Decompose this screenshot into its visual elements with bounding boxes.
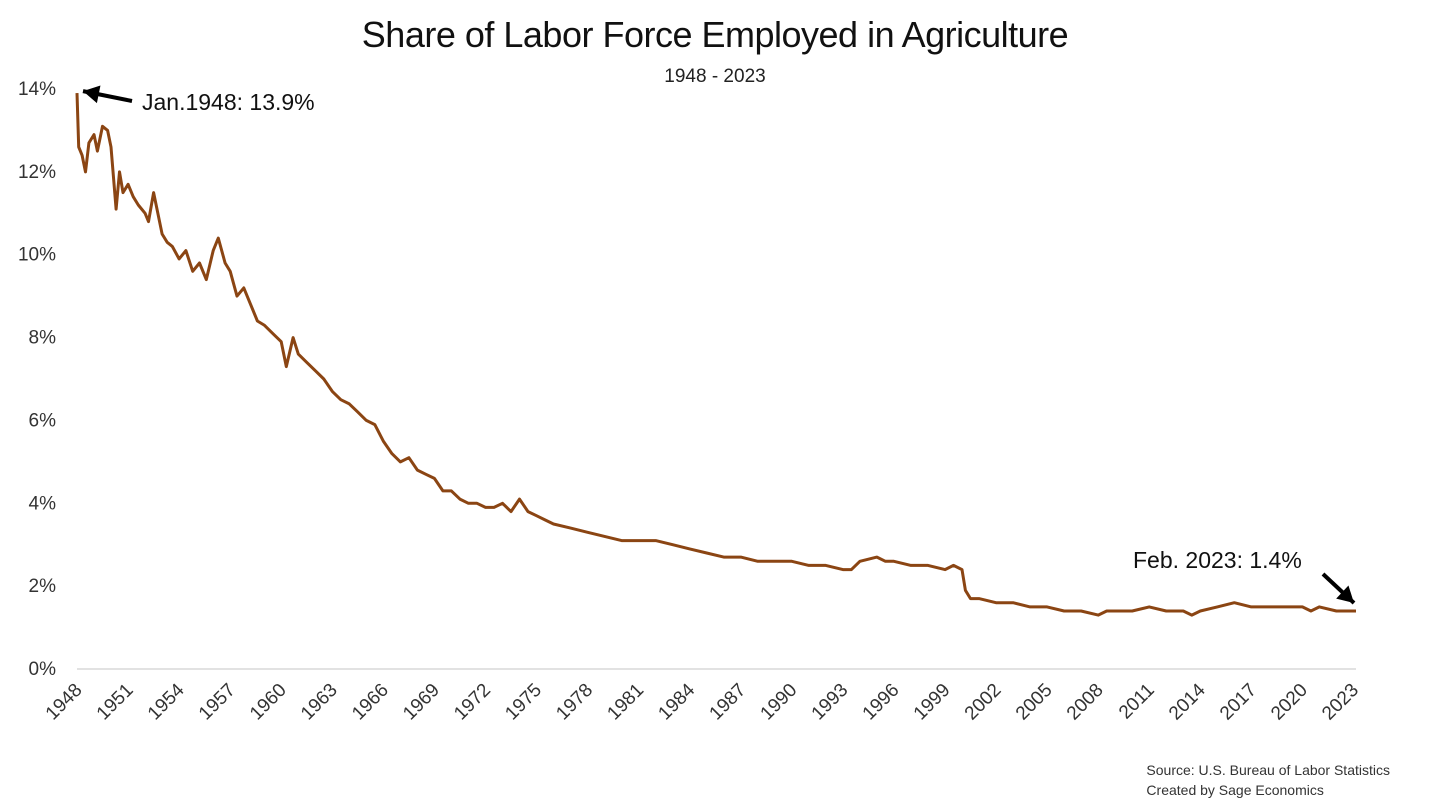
y-tick-label: 14% — [18, 79, 56, 100]
x-tick-label: 1966 — [348, 680, 393, 725]
x-tick-label: 1981 — [603, 680, 648, 725]
x-tick-label: 1960 — [246, 680, 291, 725]
y-tick-label: 8% — [29, 328, 57, 349]
credit-line: Created by Sage Economics — [1146, 782, 1324, 798]
y-tick-label: 2% — [29, 576, 57, 597]
x-tick-label: 2008 — [1063, 680, 1108, 725]
y-tick-label: 6% — [29, 410, 57, 431]
y-tick-label: 10% — [18, 245, 56, 266]
annotation-arrow-head — [83, 85, 101, 104]
x-tick-label: 1954 — [144, 679, 189, 724]
source-note: Source: U.S. Bureau of Labor Statistics … — [1146, 760, 1390, 800]
x-tick-label: 1975 — [501, 680, 546, 725]
annotation-arrow-head — [1336, 585, 1354, 603]
x-tick-label: 1978 — [552, 680, 597, 725]
x-tick-label: 2011 — [1115, 680, 1159, 724]
chart-header: Share of Labor Force Employed in Agricul… — [0, 14, 1430, 88]
x-tick-label: 1996 — [859, 680, 904, 725]
x-tick-label: 1987 — [706, 680, 751, 725]
x-tick-label: 1963 — [297, 680, 342, 725]
x-tick-label: 1951 — [93, 680, 138, 725]
x-tick-label: 2014 — [1165, 679, 1210, 724]
x-tick-label: 1999 — [910, 680, 955, 725]
x-tick-label: 2023 — [1318, 680, 1363, 725]
x-tick-label: 1993 — [808, 680, 853, 725]
x-axis-ticks: 1948 1951 1954 1957 1960 1963 1966 1969 1972 1975… — [42, 679, 1363, 724]
source-line: Source: U.S. Bureau of Labor Statistics — [1146, 762, 1390, 778]
x-tick-label: 1972 — [450, 680, 495, 725]
y-axis-ticks: 0% 2% 4% 6% 8% 10% 12% 14% — [18, 79, 56, 680]
chart-title: Share of Labor Force Employed in Agricul… — [361, 14, 1069, 55]
y-tick-label: 12% — [18, 162, 56, 183]
x-tick-label: 1990 — [757, 680, 802, 725]
x-tick-label: 2005 — [1012, 680, 1057, 725]
series-line — [75, 93, 1356, 617]
x-tick-label: 2020 — [1267, 680, 1312, 725]
x-tick-label: 1984 — [654, 679, 699, 724]
annotations: Jan.1948: 13.9% Feb. 2023: 1.4% — [82, 85, 1356, 605]
annotation-label: Feb. 2023: 1.4% — [1133, 547, 1302, 573]
x-tick-label: 1969 — [399, 680, 444, 725]
chart-subtitle: 1948 - 2023 — [664, 66, 766, 87]
annotation-label: Jan.1948: 13.9% — [142, 89, 315, 115]
y-tick-label: 0% — [29, 659, 57, 680]
line-chart: 0% 2% 4% 6% 8% 10% 12% 14% 1948 1951 1954 1957 1960… — [18, 79, 1363, 724]
x-tick-label: 1957 — [195, 680, 240, 725]
x-tick-label: 2017 — [1216, 680, 1261, 725]
x-tick-label: 2002 — [961, 680, 1006, 725]
x-tick-label: 1948 — [42, 680, 87, 725]
y-tick-label: 4% — [29, 493, 57, 514]
